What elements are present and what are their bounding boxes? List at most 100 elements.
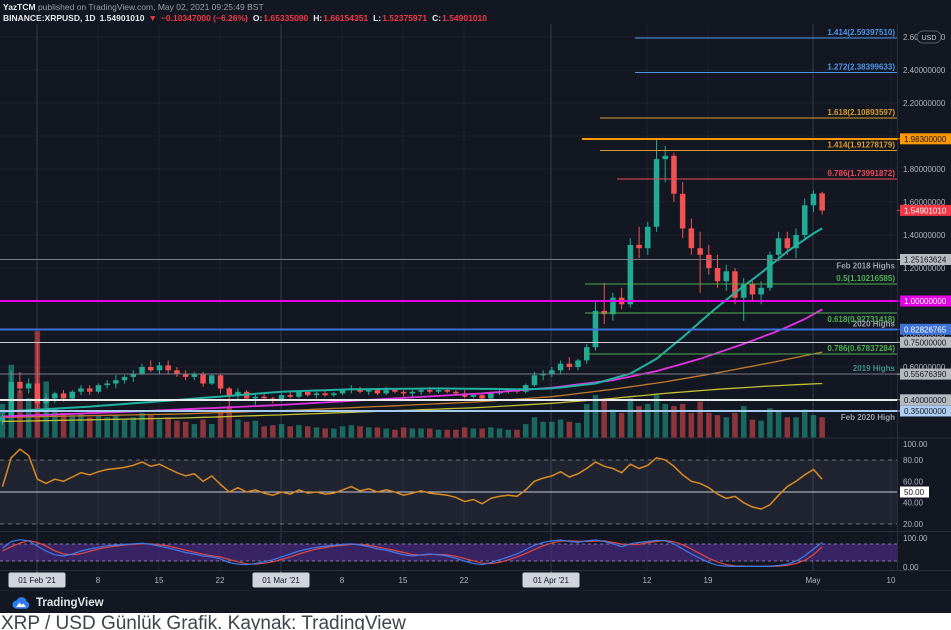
svg-text:0.82826765: 0.82826765	[904, 325, 947, 334]
stoch-k-line	[2, 539, 823, 568]
author-name: YazTCM	[3, 2, 36, 12]
time-axis-label: 22	[460, 576, 469, 585]
price-axis-label: 1.40000000	[903, 231, 946, 240]
tradingview-logo[interactable]: TradingView	[12, 596, 104, 610]
level-label: Feb 2018 Highs	[836, 262, 895, 271]
price-axis[interactable]: 2.600000002.400000002.200000001.80000000…	[897, 30, 951, 572]
caption-text: XRP / USD Günlük Grafik. Kaynak: Trading…	[1, 613, 406, 630]
price-axis-label: 1.80000000	[903, 165, 946, 174]
last-price: 1.54901010	[99, 13, 145, 23]
svg-text:1.25163624: 1.25163624	[904, 256, 947, 265]
svg-text:0.55676390: 0.55676390	[904, 370, 947, 379]
publish-attribution: YazTCM published on TradingView.com, May…	[3, 2, 264, 12]
open-value: 1.65335090	[263, 13, 309, 23]
level-label: 0.786(0.67837284)	[827, 344, 895, 353]
time-axis-label: 15	[399, 576, 408, 585]
price-axis-label: 0.60000000	[903, 363, 946, 372]
svg-text:0.40000000: 0.40000000	[904, 396, 947, 405]
svg-text:01 Apr '21: 01 Apr '21	[533, 576, 569, 585]
level-label: Feb 2020 High	[841, 413, 895, 422]
caption-bar: XRP / USD Günlük Grafik. Kaynak: Trading…	[0, 613, 951, 630]
time-axis-label: 10	[887, 576, 896, 585]
time-axis-label: 8	[96, 576, 101, 585]
level-label: 0.5(1.10216585)	[836, 274, 895, 283]
price-axis-label: 2.40000000	[903, 66, 946, 75]
level-label: 0.618(0.92731418)	[827, 315, 895, 324]
down-arrow-icon: ▼	[148, 13, 157, 23]
chart-canvas: 1.414(2.59397510) 1.272(2.38399633) 1.618(…	[0, 24, 951, 588]
price-axis-badge: 1.98300000	[897, 133, 951, 145]
rsi-pane	[0, 448, 897, 525]
svg-text:50.00: 50.00	[904, 488, 925, 497]
price-axis-badge: 1.00000000	[897, 295, 951, 307]
price-axis-label: 2.20000000	[903, 99, 946, 108]
level-label: 1.414(2.59397510)	[827, 28, 895, 37]
price-axis-badge: 1.25163624	[897, 254, 951, 265]
time-axis[interactable]: 01 Feb '21 8 15 22 01 Mar '21 8 15 22 01 Apr '21…	[8, 571, 896, 588]
time-axis-label: 8	[340, 576, 345, 585]
tradingview-footer-bar: TradingView	[0, 590, 951, 614]
level-label: 2020 Highs	[853, 319, 896, 328]
price-axis-badge: 0.35000000	[897, 405, 951, 417]
level-label: 1.618(2.10893597)	[827, 108, 895, 117]
tradingview-brand-text: TradingView	[36, 596, 104, 609]
ma-fast-teal	[2, 227, 823, 413]
stoch-axis-label: 100.00	[903, 534, 928, 543]
high-label: H:	[313, 13, 323, 23]
high-value: 1.66154351	[323, 13, 369, 23]
level-label: 0.786(1.73991872)	[827, 169, 895, 178]
level-label: 1.414(1.91278179)	[827, 140, 895, 149]
usd-currency-button[interactable]: USD	[916, 30, 942, 44]
time-axis-label: 19	[704, 576, 713, 585]
open-label: O:	[252, 13, 263, 23]
volume-layer	[0, 331, 825, 438]
price-axis-badge: 0.75000000	[897, 336, 951, 348]
level-lines-layer: 1.414(2.59397510) 1.272(2.38399633) 1.618(…	[0, 28, 897, 422]
symbol-name[interactable]: BINANCE:XRPUSD, 1D	[3, 13, 96, 23]
price-axis-badge: 0.40000000	[897, 394, 951, 406]
level-label: 1.272(2.38399633)	[827, 63, 895, 72]
ma-slow-orange	[2, 351, 823, 418]
time-axis-label: 12	[643, 576, 652, 585]
candlestick-layer	[0, 139, 825, 425]
close-value: 1.54901010	[442, 13, 488, 23]
price-axis-label: 1.20000000	[903, 264, 946, 273]
rsi-line	[1, 448, 823, 510]
svg-text:1.54901010: 1.54901010	[904, 206, 947, 215]
tradingview-cloud-icon	[12, 596, 30, 609]
rsi-axis-label: 20.00	[903, 520, 924, 529]
rsi-axis-label: 40.00	[903, 499, 924, 508]
svg-text:0.35000000: 0.35000000	[904, 407, 947, 416]
rsi-axis-label: 60.00	[903, 477, 924, 486]
close-label: C:	[432, 13, 442, 23]
stoch-rsi-pane	[0, 539, 897, 568]
low-label: L:	[373, 13, 382, 23]
svg-text:USD: USD	[922, 35, 937, 42]
time-axis-badge: 01 Feb '21	[8, 572, 66, 588]
price-change: −0.10347000 (−6.26%)	[160, 13, 248, 23]
svg-text:1.00000000: 1.00000000	[904, 297, 947, 306]
publish-info: published on TradingView.com, May 02, 20…	[35, 2, 264, 12]
svg-text:01 Mar '21: 01 Mar '21	[262, 576, 300, 585]
price-axis-badge: 0.55676390	[897, 368, 951, 380]
price-axis-badge: 0.82826765	[897, 323, 951, 335]
pane-separators	[0, 24, 951, 571]
svg-text:01 Feb '21: 01 Feb '21	[18, 576, 56, 585]
time-axis-label: 15	[155, 576, 164, 585]
rsi-axis-label: 80.00	[903, 456, 924, 465]
svg-text:1.98300000: 1.98300000	[904, 135, 947, 144]
rsi-axis-badge: 50.00	[900, 486, 929, 498]
time-axis-badge: 01 Mar '21	[252, 572, 310, 588]
symbol-legend: BINANCE:XRPUSD, 1D 1.54901010 ▼ −0.10347000…	[3, 13, 487, 23]
time-axis-badge: 01 Apr '21	[522, 572, 580, 588]
price-axis-badge: 1.54901010	[897, 204, 951, 216]
rsi-axis-label: 100.00	[903, 440, 928, 449]
svg-text:0.75000000: 0.75000000	[904, 338, 947, 347]
level-label: 2019 Highs	[853, 364, 896, 373]
price-axis-label: 1.60000000	[903, 198, 946, 207]
low-value: 1.52375971	[382, 13, 428, 23]
stoch-axis-label: 0.00	[903, 563, 919, 572]
time-axis-label: May	[805, 576, 820, 585]
time-axis-label: 22	[216, 576, 225, 585]
